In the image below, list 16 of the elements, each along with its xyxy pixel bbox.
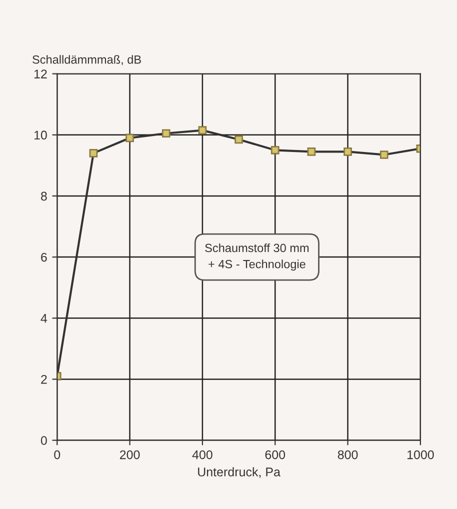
- x-tick-label: 600: [265, 450, 286, 460]
- x-tick-label: 1000: [407, 450, 434, 460]
- y-tick-label: 6: [41, 252, 47, 262]
- y-tick-label: 2: [41, 375, 47, 384]
- y-tick-label: 10: [34, 130, 47, 140]
- y-tick-label: 12: [34, 70, 47, 78]
- y-tick-label: 8: [40, 192, 47, 201]
- y-tick-label: 0: [40, 436, 47, 445]
- x-tick-label: 0: [54, 450, 60, 460]
- y-tick-label: 4: [40, 314, 48, 323]
- y-axis-title: Schalldämmmaß, dB: [32, 55, 141, 66]
- x-axis-title: Unterdruck, Pa: [198, 467, 280, 478]
- x-tick-label: 200: [120, 450, 140, 460]
- x-tick-label: 800: [338, 450, 358, 460]
- annotation: Schaumstoff 30 mm + 4S - Technologie: [205, 243, 309, 271]
- x-tick-label: 400: [192, 450, 212, 460]
